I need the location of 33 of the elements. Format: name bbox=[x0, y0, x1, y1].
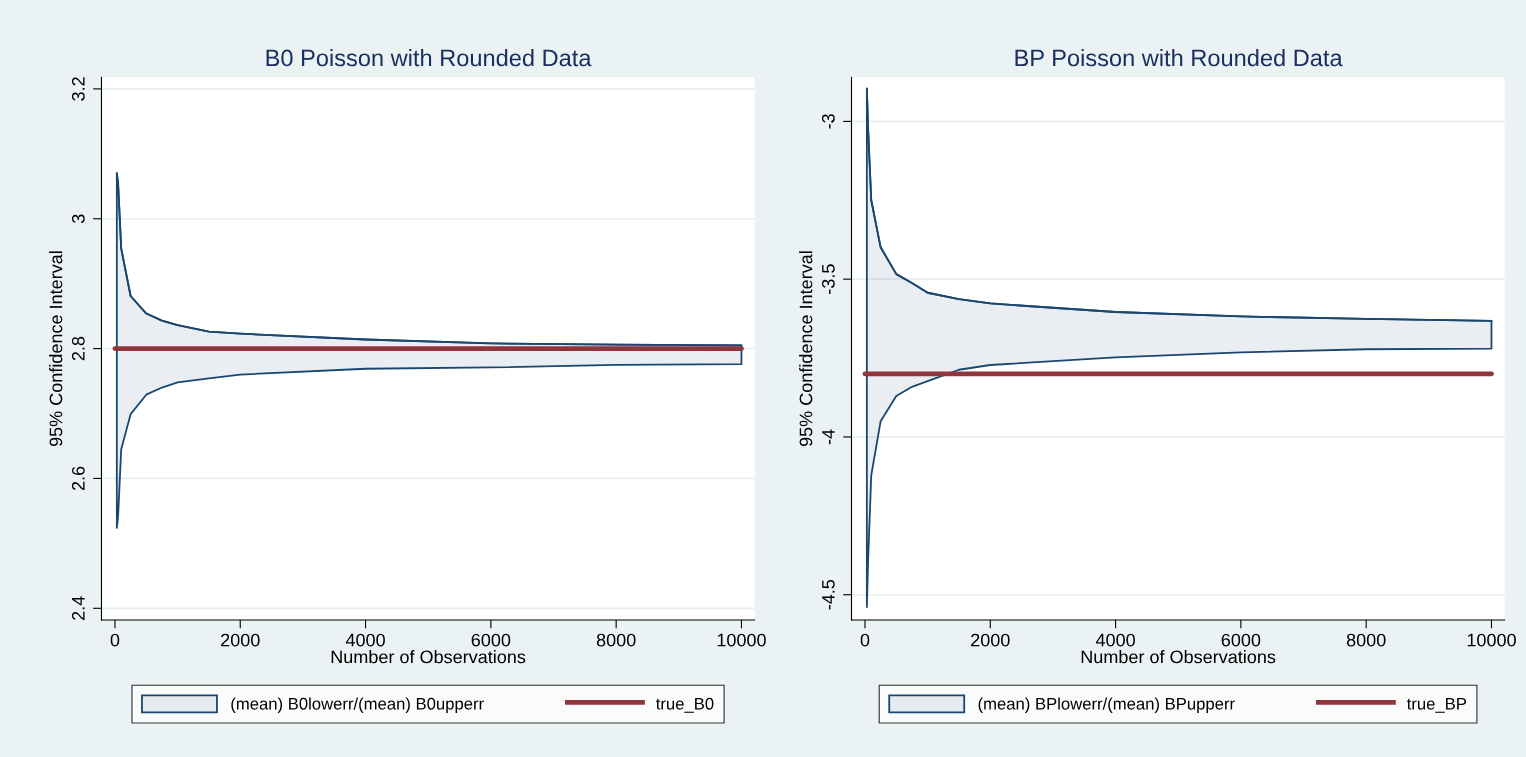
x-tick-label: 2000 bbox=[221, 633, 260, 647]
line-series bbox=[865, 87, 1493, 322]
y-tick-label: -4.5 bbox=[822, 579, 835, 610]
x-axis-title: Number of Observations bbox=[1081, 650, 1276, 664]
x-tick-label: 6000 bbox=[471, 633, 511, 647]
x-tick-label: 0 bbox=[860, 633, 870, 647]
x-tick-label: 4000 bbox=[1095, 633, 1135, 647]
y-axis-title: 95% Confidence Interval bbox=[49, 251, 63, 447]
line-series bbox=[115, 172, 743, 347]
y-tick-label: 2.4 bbox=[71, 596, 85, 620]
chart-title: B0 Poisson with Rounded Data bbox=[266, 48, 592, 67]
x-tick-label: 4000 bbox=[345, 633, 385, 647]
x-tick-label: 2000 bbox=[971, 633, 1010, 647]
legend-label: (mean) B0lowerr/(mean) B0upperr bbox=[231, 697, 484, 713]
x-tick-label: 0 bbox=[110, 633, 120, 647]
x-tick-label: 8000 bbox=[596, 633, 636, 647]
legend-label: true_BP bbox=[1406, 698, 1467, 713]
x-tick-label: 8000 bbox=[1346, 633, 1386, 647]
chart-title: BP Poisson with Rounded Data bbox=[1015, 48, 1343, 67]
x-tick-label: 6000 bbox=[1221, 633, 1261, 647]
legend-label: true_B0 bbox=[656, 697, 714, 713]
y-tick-label: -3 bbox=[821, 114, 835, 129]
x-axis-title: Number of Observations bbox=[331, 650, 526, 664]
y-tick-label: -3.5 bbox=[821, 264, 835, 294]
y-tick-label: 2.8 bbox=[71, 336, 85, 361]
legend-label: (mean) BPlowerr/(mean) BPupperr bbox=[978, 697, 1235, 713]
x-tick-label: 10000 bbox=[717, 633, 766, 647]
y-tick-label: 3 bbox=[71, 214, 85, 224]
y-tick-label: 3.2 bbox=[71, 77, 85, 101]
y-axis-title: 95% Confidence Interval bbox=[799, 251, 813, 447]
y-tick-label: 2.6 bbox=[71, 466, 85, 491]
x-tick-label: 10000 bbox=[1467, 633, 1516, 647]
y-tick-label: -4 bbox=[822, 429, 835, 445]
